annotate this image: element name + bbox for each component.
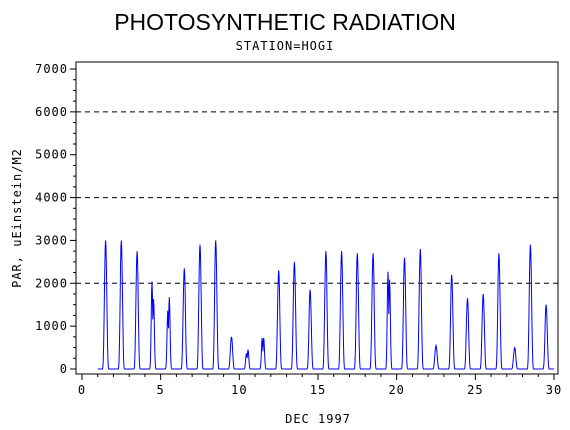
x-axis-label: DEC 1997 (285, 412, 351, 426)
y-tick-label: 3000 (35, 233, 68, 247)
x-axis: 0 5 10 15 20 25 30 (78, 374, 562, 397)
plot-frame (75, 61, 559, 375)
par-series-line (97, 240, 554, 370)
chart-title: PHOTOSYNTHETIC RADIATION (114, 9, 456, 35)
reference-lines (76, 111, 558, 284)
x-tick-label: 0 (78, 383, 86, 397)
x-tick-label: 15 (310, 383, 326, 397)
y-tick-label: 5000 (35, 148, 68, 162)
y-axis: 0 1000 2000 3000 4000 5000 6000 7000 (35, 62, 76, 376)
chart-subtitle: STATION=HOGI (236, 39, 335, 53)
x-tick-label: 25 (467, 383, 483, 397)
y-axis-label: PAR, uEinstein/M2 (10, 148, 24, 288)
x-tick-label: 10 (231, 383, 247, 397)
y-tick-label: 7000 (35, 62, 68, 76)
x-tick-label: 5 (157, 383, 165, 397)
y-tick-label: 1000 (35, 319, 68, 333)
y-tick-label: 0 (60, 362, 68, 376)
y-tick-label: 2000 (35, 276, 68, 290)
y-tick-label: 6000 (35, 105, 68, 119)
y-tick-label: 4000 (35, 191, 68, 205)
x-tick-label: 30 (546, 383, 562, 397)
x-tick-label: 20 (388, 383, 404, 397)
